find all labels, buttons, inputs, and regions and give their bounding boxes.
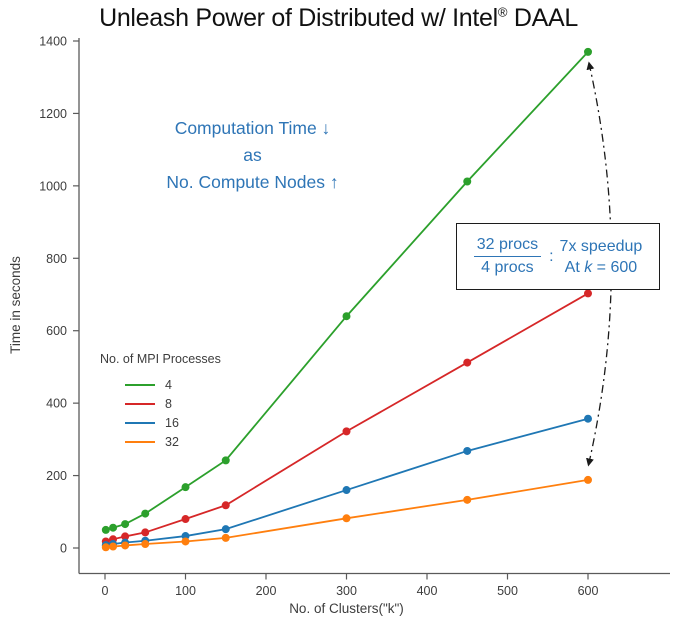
data-point-4-k10 [109, 523, 118, 532]
data-point-8-k50 [141, 528, 150, 537]
speedup-line-2: At k = 600 [564, 258, 638, 276]
y-tick-label: 1400 [39, 35, 67, 49]
data-point-32-k10 [109, 542, 118, 551]
chart-title-text: Unleash Power of Distributed w/ Intel [99, 4, 498, 32]
legend-label-16: 16 [165, 415, 179, 430]
legend-label-4: 4 [165, 377, 172, 392]
data-point-16-k300 [342, 486, 351, 495]
note-line-1: Computation Time ↓ [174, 118, 331, 138]
legend-row-4: 4 [125, 375, 221, 394]
legend-label-32: 32 [165, 434, 179, 449]
data-point-8-k300 [342, 427, 351, 436]
fraction-colon: : [549, 247, 554, 265]
data-point-4-k450 [463, 177, 472, 186]
x-tick-label: 200 [256, 584, 277, 598]
data-point-32-k100 [181, 537, 190, 546]
x-tick-label: 400 [417, 584, 438, 598]
y-tick-label: 0 [60, 542, 67, 556]
fraction-denominator: 4 procs [481, 259, 534, 276]
y-tick-label: 800 [46, 252, 67, 266]
axes: 0 100 200 300 400 500 600 0 200 400 600 800 1000 1200… [8, 35, 670, 616]
speedup-text: 7x speedup At k = 600 [560, 236, 643, 278]
data-point-8-k25 [121, 532, 130, 541]
data-point-32-k450 [463, 495, 472, 504]
data-point-8-k450 [463, 358, 472, 367]
y-axis-label: Time in seconds [8, 256, 23, 354]
data-point-8-k600 [584, 289, 592, 298]
data-point-32-k150 [221, 533, 230, 542]
data-point-32-k1 [101, 543, 110, 552]
data-point-4-k25 [121, 520, 130, 529]
data-point-4-k300 [342, 312, 351, 321]
speedup-annotation-box: 32 procs 4 procs : 7x speedup At k = 600 [456, 223, 660, 290]
data-point-16-k450 [463, 446, 472, 455]
fraction-numerator: 32 procs [473, 235, 542, 257]
registered-trademark-symbol: ® [497, 4, 508, 20]
legend-swatch-16 [125, 421, 155, 424]
data-point-32-k300 [342, 514, 351, 523]
data-point-8-k100 [181, 515, 190, 524]
legend-rows: 4 8 16 32 [100, 375, 221, 451]
x-tick-label: 500 [497, 584, 518, 598]
y-tick-label: 400 [46, 397, 67, 411]
procs-fraction: 32 procs 4 procs [473, 235, 542, 278]
legend-row-32: 32 [125, 432, 221, 451]
data-point-4-k100 [181, 483, 190, 492]
legend-row-16: 16 [125, 413, 221, 432]
y-tick-label: 600 [46, 324, 67, 338]
legend-label-8: 8 [165, 396, 172, 411]
data-point-8-k150 [221, 501, 230, 510]
computation-note: Computation Time ↓ as No. Compute Nodes … [135, 115, 370, 196]
chart-title: Unleash Power of Distributed w/ Intel® D… [0, 4, 677, 33]
data-point-32-k25 [121, 541, 130, 550]
legend: No. of MPI Processes 4 8 16 32 [100, 352, 221, 451]
legend-swatch-8 [125, 402, 155, 405]
y-tick-label: 1000 [39, 179, 67, 193]
data-point-4-k50 [141, 509, 150, 518]
x-tick-label: 300 [336, 584, 357, 598]
x-tick-label: 100 [175, 584, 196, 598]
data-point-4-k150 [221, 456, 230, 465]
x-tick-label: 0 [102, 584, 109, 598]
data-point-32-k600 [584, 475, 592, 484]
data-point-4-k600 [584, 47, 592, 56]
y-tick-label: 1200 [39, 107, 67, 121]
note-line-3: No. Compute Nodes ↑ [166, 172, 339, 192]
note-line-2: as [243, 145, 262, 165]
data-point-4-k1 [101, 525, 110, 534]
data-point-32-k50 [141, 540, 150, 549]
y-tick-label: 200 [46, 469, 67, 483]
legend-row-8: 8 [125, 394, 221, 413]
legend-swatch-32 [125, 440, 155, 443]
x-axis-label: No. of Clusters("k") [289, 601, 404, 616]
data-point-16-k150 [221, 525, 230, 534]
legend-title: No. of MPI Processes [100, 352, 221, 366]
x-tick-label: 600 [578, 584, 599, 598]
legend-swatch-4 [125, 383, 155, 386]
data-series [101, 47, 592, 552]
speedup-line-1: 7x speedup [559, 237, 643, 255]
chart-title-suffix: DAAL [507, 4, 578, 32]
data-point-16-k600 [584, 414, 592, 423]
